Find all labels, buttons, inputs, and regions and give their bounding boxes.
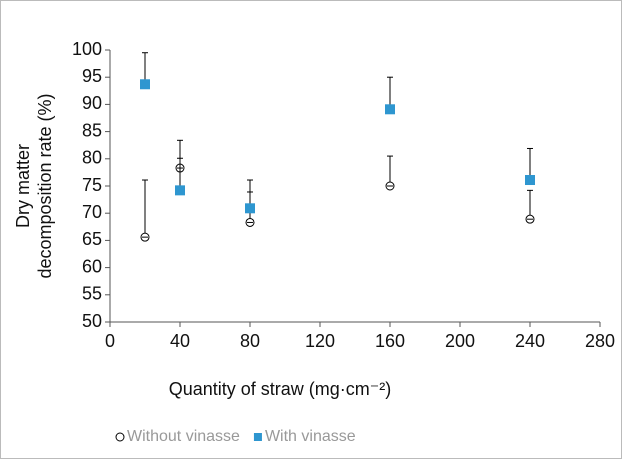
- y-tick-label: 95: [82, 66, 102, 86]
- x-tick-label: 120: [305, 331, 335, 351]
- y-tick-label: 55: [82, 284, 102, 304]
- error-bar: [387, 76, 393, 110]
- y-axis-title: decomposition rate (%): [35, 93, 55, 278]
- error-bar: [142, 179, 148, 238]
- x-tick-label: 80: [240, 331, 260, 351]
- x-tick-label: 160: [375, 331, 405, 351]
- legend-marker: [253, 433, 262, 441]
- legend-label: With vinasse: [265, 428, 356, 445]
- error-bar: [527, 189, 533, 220]
- y-tick-label: 65: [82, 229, 102, 249]
- x-tick-label: 0: [105, 331, 115, 351]
- x-tick-label: 240: [515, 331, 545, 351]
- y-tick-label: 80: [82, 148, 102, 168]
- x-axis-title: Quantity of straw (mg·cm⁻²): [169, 379, 392, 399]
- error-bar: [142, 52, 148, 85]
- y-tick-label: 70: [82, 202, 102, 222]
- y-tick-label: 100: [72, 39, 102, 59]
- point: [175, 185, 185, 196]
- x-tick-label: 40: [170, 331, 190, 351]
- error-bar: [177, 157, 183, 191]
- y-tick-label: 75: [82, 175, 102, 195]
- x-tick-label: 280: [585, 331, 615, 351]
- legend-label: Without vinasse: [127, 428, 240, 445]
- y-tick-label: 85: [82, 120, 102, 140]
- point: [525, 175, 535, 186]
- x-tick-label: 200: [445, 331, 475, 351]
- error-bar: [527, 147, 533, 181]
- point: [245, 203, 255, 214]
- point: [140, 79, 150, 90]
- y-tick-label: 90: [82, 93, 102, 113]
- error-bar: [387, 155, 393, 186]
- y-tick-label: 50: [82, 311, 102, 331]
- point: [385, 104, 395, 115]
- y-tick-label: 60: [82, 256, 102, 276]
- legend-marker: [115, 432, 125, 442]
- y-axis-title: Dry matter: [13, 144, 33, 228]
